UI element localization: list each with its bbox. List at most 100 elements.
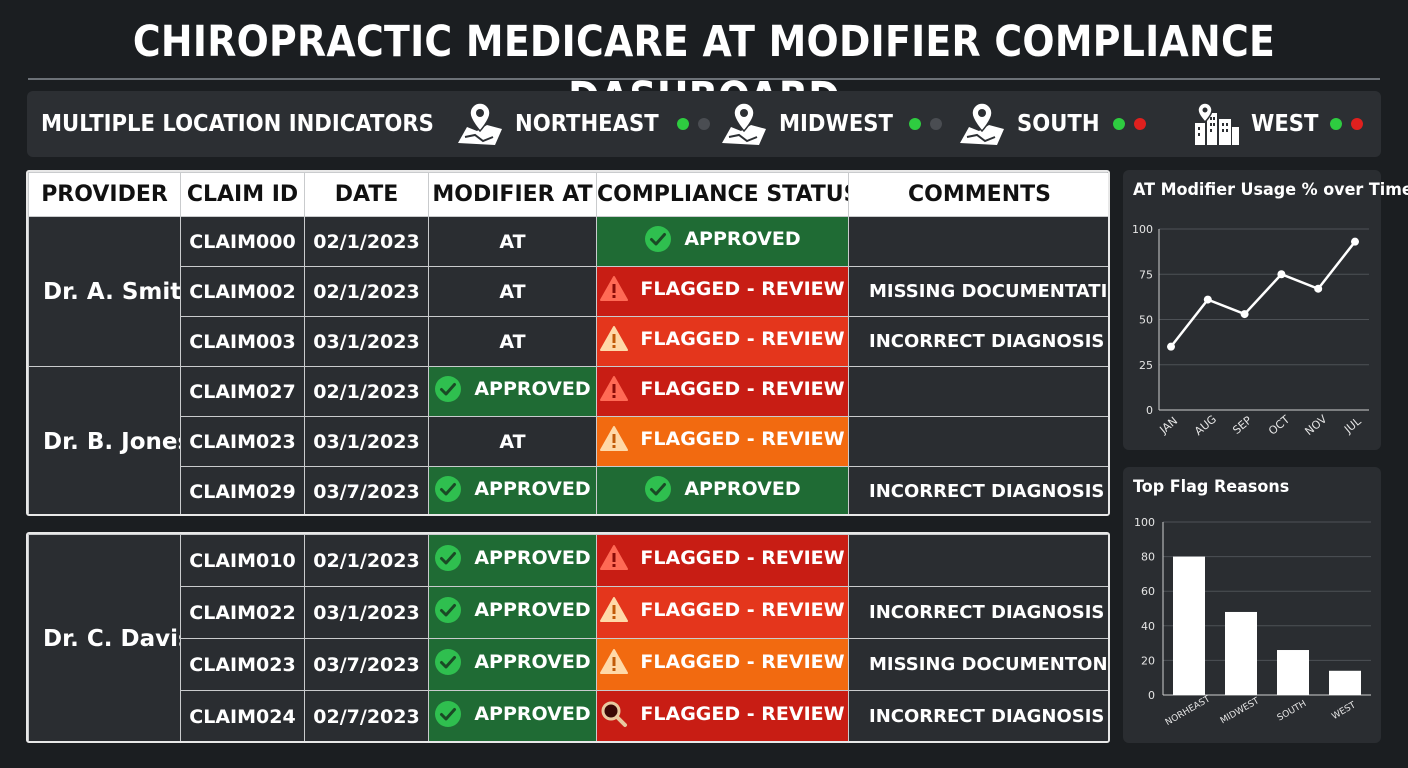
location-name: WEST (1251, 111, 1319, 137)
column-header[interactable]: MODIFIER AT (428, 172, 597, 217)
y-tick-label: 100 (1132, 223, 1153, 236)
claim-date: 03/1/2023 (304, 316, 429, 367)
comment-cell: INCORRECT DIAGNOSIS CODE (848, 586, 1108, 639)
y-tick-label: 60 (1141, 585, 1155, 598)
compliance-status-cell[interactable]: FLAGGED - REVIEW (596, 638, 849, 691)
claim-date: 02/1/2023 (304, 216, 429, 267)
table-row[interactable]: CLAIM022 03/1/2023 APPROVED FLAGGED - REVIE… (29, 586, 1108, 639)
table-row[interactable]: CLAIM024 02/7/2023 APPROVED FLAGGED - REVIE… (29, 690, 1108, 741)
x-tick-label: OCT (1266, 413, 1292, 438)
status-dot (698, 118, 711, 130)
modifier-value: APPROVED (474, 547, 591, 569)
claim-id[interactable]: CLAIM023 (180, 638, 305, 691)
bar-south[interactable] (1277, 650, 1309, 695)
check-circle-icon (435, 649, 462, 675)
claim-id[interactable]: CLAIM003 (180, 316, 305, 367)
data-point[interactable] (1167, 342, 1175, 351)
compliance-status-cell[interactable]: APPROVED (596, 466, 849, 514)
bar-midwest[interactable] (1225, 611, 1257, 695)
table-row[interactable]: Dr. B. Jones CLAIM027 02/1/2023 APPROVED FLA… (28, 366, 1108, 514)
title-divider (28, 78, 1380, 80)
column-header[interactable]: PROVIDER (28, 172, 181, 217)
comment-cell: INCORRECT DIAGNOSIS CODE (848, 690, 1108, 741)
claim-id[interactable]: CLAIM002 (180, 266, 305, 317)
claim-id[interactable]: CLAIM029 (180, 466, 305, 514)
table-row[interactable]: CLAIM023 03/1/2023 AT FLAGGED - REVIEW (29, 416, 1108, 467)
comment-cell: MISSING DOCUMENTATION (848, 266, 1108, 317)
status-dot (908, 118, 921, 130)
table-row[interactable]: CLAIM029 03/7/2023 APPROVED APPROVED INCORRE… (29, 466, 1108, 514)
compliance-status-cell[interactable]: FLAGGED - REVIEW (596, 366, 849, 417)
provider-name: Dr. A. Smith (28, 216, 181, 367)
modifier-cell: APPROVED (428, 586, 597, 639)
location-south[interactable]: SOUTH (957, 99, 1146, 149)
x-tick-label: SOUTH (1276, 699, 1308, 723)
claim-id[interactable]: CLAIM010 (180, 534, 305, 587)
modifier-cell: AT (428, 316, 597, 367)
check-circle-icon (435, 376, 462, 402)
usage-chart-title: AT Modifier Usage % over Time (1133, 180, 1408, 200)
location-indicators-label: MULTIPLE LOCATION INDICATORS (41, 111, 434, 137)
claim-id[interactable]: CLAIM000 (180, 216, 305, 267)
modifier-cell: APPROVED (428, 638, 597, 691)
flag-reasons-bar-chart: 0 20 40 60 80 100 NORHEAST MIDWEST SOUTH WEST (1134, 516, 1371, 728)
y-tick-label: 75 (1139, 268, 1153, 281)
comment-cell: MISSING DOCUMENTON (848, 638, 1108, 691)
y-tick-label: 100 (1134, 516, 1155, 529)
table-row[interactable]: CLAIM023 03/7/2023 APPROVED FLAGGED - REVIE… (29, 638, 1108, 691)
compliance-status-cell[interactable]: FLAGGED - REVIEW (596, 534, 849, 587)
claim-id[interactable]: CLAIM023 (180, 416, 305, 467)
comment-cell (848, 416, 1108, 467)
check-circle-icon (435, 545, 462, 571)
x-tick-label: JUL (1341, 414, 1364, 436)
status-dots (1330, 118, 1364, 130)
check-circle-icon (435, 701, 462, 727)
table-row[interactable]: CLAIM002 02/1/2023 AT FLAGGED - REVIEW MISSI… (29, 266, 1108, 317)
x-tick-label: SEP (1230, 413, 1254, 436)
compliance-status-cell[interactable]: FLAGGED - REVIEW (596, 266, 849, 317)
column-header[interactable]: CLAIM ID (180, 172, 305, 217)
map-pin-icon (458, 102, 502, 145)
modifier-cell: AT (428, 216, 597, 267)
status-dot (929, 118, 942, 130)
bar-west[interactable] (1329, 670, 1361, 695)
compliance-status-cell[interactable]: FLAGGED - REVIEW (596, 416, 849, 467)
column-header[interactable]: COMMENTS (848, 172, 1108, 217)
status-label: FLAGGED - REVIEW (640, 547, 845, 569)
claim-date: 02/1/2023 (304, 366, 429, 417)
claim-id[interactable]: CLAIM024 (180, 690, 305, 741)
location-northeast[interactable]: NORTHEAST (455, 99, 711, 149)
status-dots (1112, 118, 1146, 130)
claim-id[interactable]: CLAIM022 (180, 586, 305, 639)
data-point[interactable] (1277, 270, 1286, 279)
provider-name: Dr. C. Davis (28, 534, 181, 741)
table-row[interactable]: Dr. C. Davis CLAIM010 02/1/2023 APPROVED FLA… (28, 534, 1108, 741)
y-tick-label: 0 (1146, 404, 1153, 417)
column-header[interactable]: DATE (304, 172, 429, 217)
table-row[interactable]: CLAIM003 03/1/2023 AT FLAGGED - REVIEW INCOR… (29, 316, 1108, 367)
status-dot (1133, 118, 1146, 130)
bar-northeast[interactable] (1173, 556, 1205, 695)
claim-date: 02/1/2023 (304, 534, 429, 587)
location-west[interactable]: WEST (1191, 99, 1364, 149)
compliance-status-cell[interactable]: FLAGGED - REVIEW (596, 316, 849, 367)
warning-icon (600, 649, 629, 674)
location-midwest[interactable]: MIDWEST (719, 99, 942, 149)
flag-chart-title: Top Flag Reasons (1133, 477, 1290, 497)
compliance-status-cell[interactable]: FLAGGED - REVIEW (596, 586, 849, 639)
status-label: FLAGGED - REVIEW (640, 599, 845, 621)
x-tick-label: JAN (1157, 414, 1181, 437)
compliance-status-cell[interactable]: APPROVED (596, 216, 849, 267)
claim-id[interactable]: CLAIM027 (180, 366, 305, 417)
data-point[interactable] (1240, 310, 1249, 319)
column-header[interactable]: COMPLIANCE STATUS (596, 172, 849, 217)
data-point[interactable] (1203, 295, 1212, 304)
location-name: SOUTH (1017, 111, 1100, 137)
x-tick-label: AUG (1192, 413, 1219, 438)
data-point[interactable] (1351, 237, 1359, 246)
compliance-status-cell[interactable]: FLAGGED - REVIEW (596, 690, 849, 741)
data-point[interactable] (1314, 284, 1323, 293)
modifier-value: APPROVED (474, 599, 591, 621)
check-circle-icon (645, 226, 672, 252)
